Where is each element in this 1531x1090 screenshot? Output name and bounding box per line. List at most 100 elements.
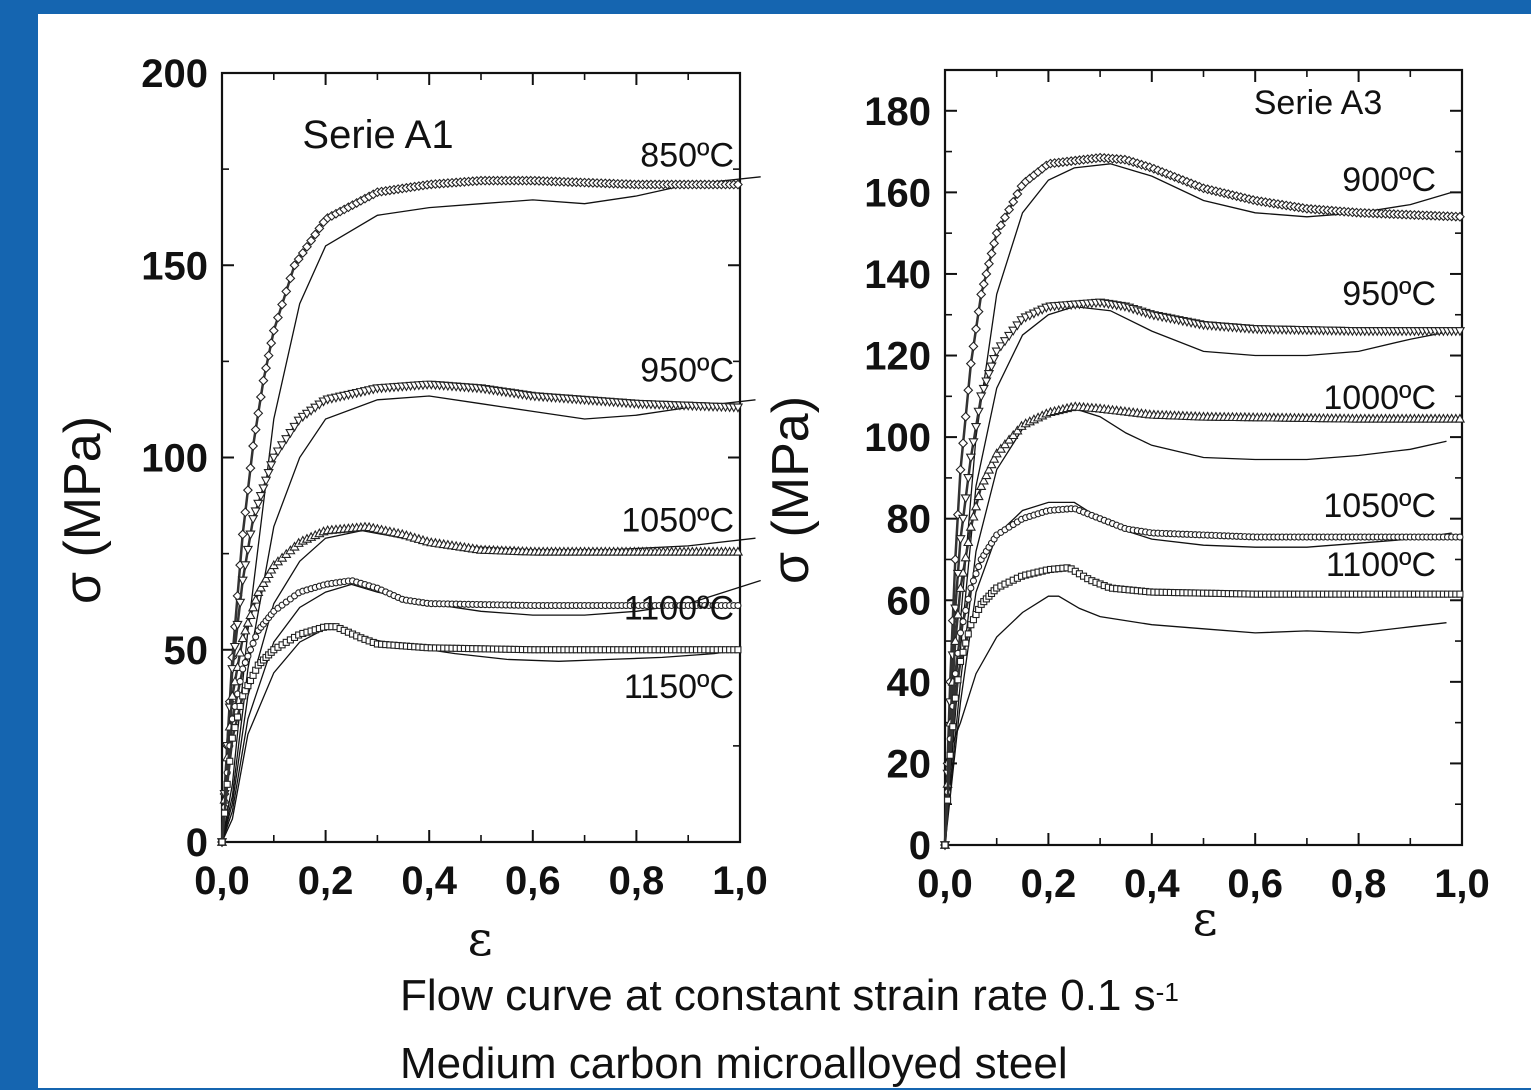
data-point [1012,189,1023,199]
data-point [732,546,744,556]
y-tick-label: 80 [887,498,932,542]
data-point [260,476,272,486]
experimental-curve [944,305,1452,846]
x-axis-ticks: 0,0 0,2 0,4 0,6 0,8 1,0 [917,70,1490,906]
chart-serie-a1: 0,0 0,2 0,4 0,6 0,8 1,0 0 50 100 150 200 Serie A1 ε σ… [54,52,768,967]
data-point [976,392,987,402]
data-point [973,407,984,417]
data-point [959,648,967,656]
data-point [252,633,260,641]
data-point [239,665,247,673]
series-1050-c: 1050ºC [941,487,1464,849]
data-point [281,286,292,297]
data-point [970,422,982,433]
series-label: 950ºC [640,352,734,390]
data-point [995,220,1006,231]
data-point [986,362,997,372]
model-markers [939,298,1466,851]
data-point [263,568,274,579]
data-point [1454,327,1466,337]
data-point [231,724,239,732]
data-point [983,369,995,380]
data-point [975,563,983,571]
y-tick-label: 100 [864,416,931,460]
data-point [261,363,272,374]
y-tick-label: 0 [909,824,931,868]
data-point [969,577,977,585]
data-point [972,570,980,578]
experimental-curve [221,626,741,843]
data-point [268,453,279,463]
chart-title: Serie A3 [1254,84,1383,122]
data-point [255,391,266,402]
data-point [960,552,971,562]
data-point [734,646,742,654]
data-point [1003,331,1015,342]
model-curve [943,566,1462,846]
data-point [240,561,251,571]
data-point [965,358,976,369]
x-tick-label: 0,8 [609,859,665,903]
series-950-c: 950ºC [216,352,756,848]
series-label: 850ºC [640,137,734,175]
data-point [954,676,962,684]
model-markers [217,175,743,847]
data-point [981,377,992,387]
data-point [950,635,961,645]
x-axis-label: ε [1193,891,1218,947]
data-point [248,440,259,451]
y-axis-label: σ (MPa) [762,396,820,584]
data-point [306,235,317,246]
data-point [983,464,995,474]
data-point [301,241,312,252]
data-point [962,639,970,647]
data-point [297,247,308,258]
data-point [963,385,974,396]
data-point [314,223,325,234]
data-point [968,438,979,448]
data-point [978,384,989,395]
data-point [253,499,264,509]
data-point [255,492,266,502]
series-950-c: 950ºC [939,275,1466,851]
series-850-c: 850ºC [217,137,761,847]
data-point [732,179,743,190]
data-point [976,289,987,300]
series-label: 1150ºC [624,668,734,706]
data-point [951,694,959,702]
data-point [310,229,321,240]
data-point [946,751,954,759]
data-point [964,595,972,603]
data-point [244,652,252,660]
caption-material: Medium carbon microalloyed steel [400,1039,1068,1088]
series-label: 1050ºC [621,502,734,540]
y-axis-label: σ (MPa) [54,416,112,604]
x-tick-label: 1,0 [1434,862,1490,906]
data-point [991,448,1002,458]
data-point [981,469,992,480]
data-point [237,529,248,540]
model-markers [216,380,744,848]
y-tick-label: 60 [887,579,932,623]
data-point [263,468,274,479]
data-point [277,299,288,310]
data-point [228,734,236,742]
data-point [272,447,284,457]
experimental-curve [221,579,761,843]
series-label: 1050ºC [1323,487,1436,525]
data-point [221,809,229,817]
data-point [266,461,277,471]
x-tick-label: 0,2 [298,859,354,903]
data-point [226,757,234,765]
data-point [232,620,243,631]
data-point [973,306,984,317]
data-point [941,841,949,849]
data-point [285,273,296,284]
data-point [245,463,256,474]
model-markers [941,505,1464,849]
data-point [249,639,257,647]
x-tick-label: 0,6 [505,859,561,903]
data-point [293,254,304,265]
data-point [258,577,269,588]
data-point [991,347,1002,357]
